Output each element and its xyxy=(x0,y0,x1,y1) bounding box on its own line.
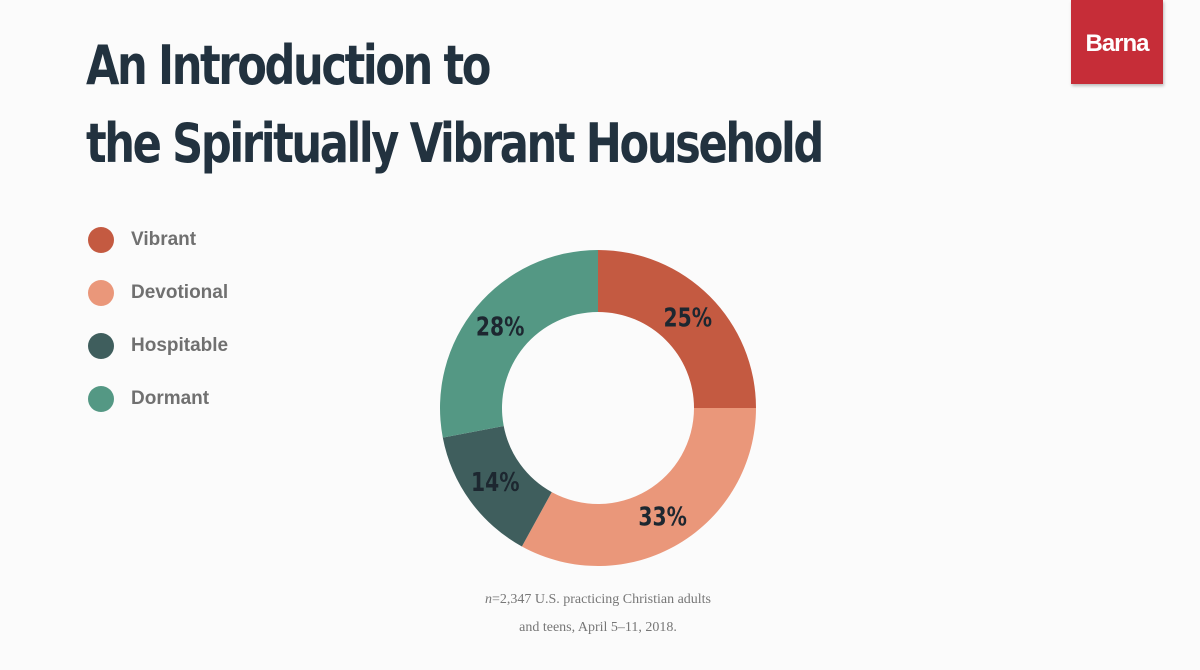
page-title-line-2: the Spiritually Vibrant Household xyxy=(86,112,824,175)
slice-label-devotional: 33% xyxy=(638,502,687,532)
chart-legend: Vibrant Devotional Hospitable Dormant xyxy=(88,227,228,439)
legend-swatch-devotional xyxy=(88,280,114,306)
legend-label-vibrant: Vibrant xyxy=(131,229,197,250)
brand-name: Barna xyxy=(1085,30,1149,57)
footnote-n: n xyxy=(484,592,492,607)
legend-item-vibrant: Vibrant xyxy=(88,227,228,253)
legend-swatch-dormant xyxy=(88,386,114,412)
legend-label-devotional: Devotional xyxy=(131,282,229,303)
slice-label-hospitable: 14% xyxy=(471,468,520,498)
legend-label-dormant: Dormant xyxy=(131,388,210,409)
footnote-sample-text: =2,347 U.S. practicing Christian adults xyxy=(491,592,712,607)
barna-logo: Barna xyxy=(1071,0,1163,84)
slice-hospitable xyxy=(442,425,552,547)
legend-swatch-vibrant xyxy=(88,227,114,253)
footnote-dates: and teens, April 5–11, 2018. xyxy=(519,620,677,635)
slice-label-vibrant: 25% xyxy=(664,303,713,333)
slice-label-dormant: 28% xyxy=(476,312,525,342)
legend-swatch-hospitable xyxy=(88,333,114,359)
slice-dormant xyxy=(439,250,598,438)
footnote-sample: n=2,347 U.S. practicing Christian adults xyxy=(398,592,798,608)
legend-item-devotional: Devotional xyxy=(88,280,228,306)
legend-item-hospitable: Hospitable xyxy=(88,333,228,359)
legend-label-hospitable: Hospitable xyxy=(131,335,229,356)
legend-item-dormant: Dormant xyxy=(88,386,228,412)
slice-devotional xyxy=(521,408,756,566)
page-title-line-1: An Introduction to xyxy=(86,34,491,97)
slice-vibrant xyxy=(598,250,756,408)
